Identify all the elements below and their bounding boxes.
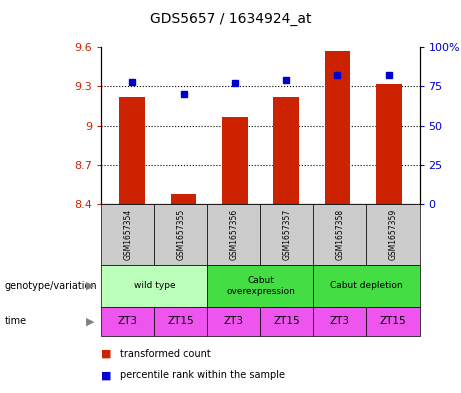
- Text: Cabut
overexpression: Cabut overexpression: [226, 276, 295, 296]
- Text: genotype/variation: genotype/variation: [5, 281, 97, 291]
- Text: ZT15: ZT15: [168, 316, 194, 326]
- Text: time: time: [5, 316, 27, 326]
- Text: ZT3: ZT3: [224, 316, 244, 326]
- Bar: [222, 117, 248, 204]
- Text: wild type: wild type: [134, 281, 175, 290]
- Text: Cabut depletion: Cabut depletion: [330, 281, 403, 290]
- Text: ZT3: ZT3: [118, 316, 138, 326]
- Text: ■: ■: [101, 349, 112, 359]
- Text: GDS5657 / 1634924_at: GDS5657 / 1634924_at: [150, 11, 311, 26]
- Text: ▶: ▶: [86, 316, 95, 326]
- Text: GSM1657356: GSM1657356: [230, 209, 238, 261]
- Bar: [325, 51, 350, 204]
- Text: transformed count: transformed count: [120, 349, 211, 359]
- Text: ■: ■: [101, 370, 112, 380]
- Text: GSM1657359: GSM1657359: [389, 209, 397, 261]
- Text: GSM1657358: GSM1657358: [336, 209, 344, 261]
- Bar: [119, 97, 145, 204]
- Bar: [171, 194, 196, 204]
- Text: percentile rank within the sample: percentile rank within the sample: [120, 370, 285, 380]
- Bar: [273, 97, 299, 204]
- Text: GSM1657355: GSM1657355: [177, 209, 185, 261]
- Bar: [376, 84, 402, 204]
- Text: ZT15: ZT15: [380, 316, 406, 326]
- Text: ▶: ▶: [86, 281, 95, 291]
- Text: ZT3: ZT3: [330, 316, 350, 326]
- Text: GSM1657354: GSM1657354: [124, 209, 132, 261]
- Text: ZT15: ZT15: [274, 316, 300, 326]
- Text: GSM1657357: GSM1657357: [283, 209, 291, 261]
